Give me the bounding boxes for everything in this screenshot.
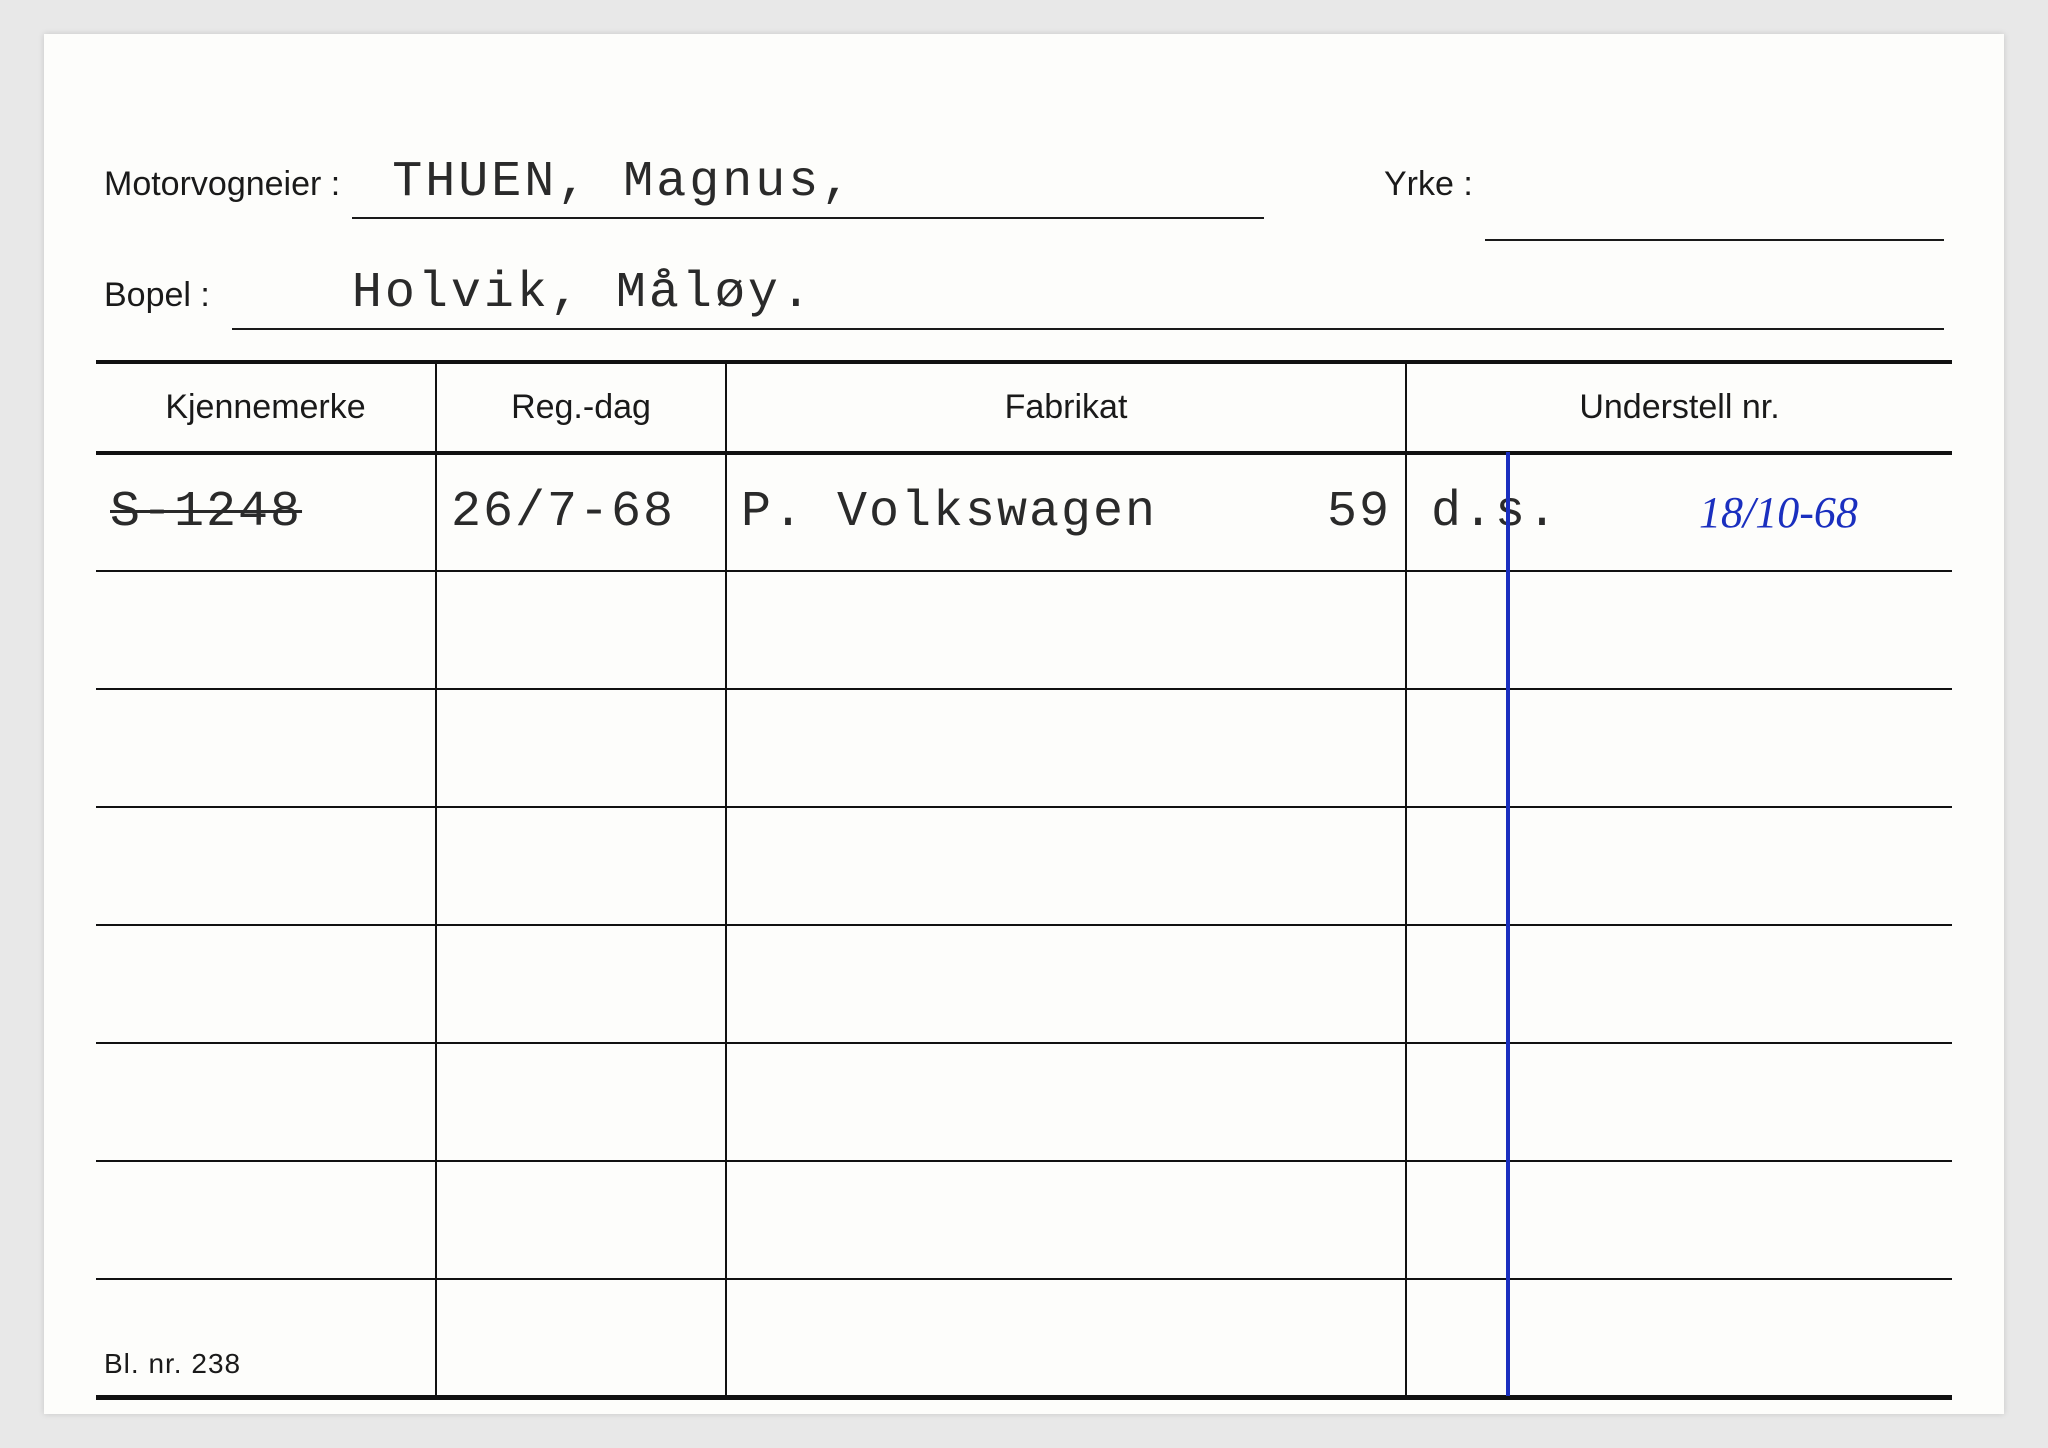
table-row: [96, 1043, 1952, 1161]
motorvogneier-label: Motorvogneier :: [104, 165, 340, 204]
motorvogneier-line: THUEN, Magnus,: [352, 154, 1264, 219]
table-row: [96, 925, 1952, 1043]
table-header-row: Kjennemerke Reg.-dag Fabrikat Understell…: [96, 362, 1952, 453]
owner-row: Motorvogneier : THUEN, Magnus, Yrke :: [104, 154, 1944, 241]
bopel-row: Bopel : Holvik, Måløy.: [104, 265, 1944, 330]
understell-hand-date: 18/10-68: [1699, 487, 1858, 538]
fabrikat-right: 59: [1327, 484, 1391, 541]
col-header-kjennemerke: Kjennemerke: [96, 362, 436, 453]
cell-kjennemerke: S-1248: [96, 453, 436, 571]
motorvogneier-value: THUEN, Magnus,: [352, 154, 854, 211]
table-row: [96, 689, 1952, 807]
table-row: [96, 807, 1952, 925]
records-table: Kjennemerke Reg.-dag Fabrikat Understell…: [96, 360, 1952, 1400]
table-row: [96, 571, 1952, 689]
understell-ds: d.s.: [1421, 484, 1559, 541]
bopel-line: Holvik, Måløy.: [232, 265, 1944, 330]
col-header-regdag: Reg.-dag: [436, 362, 726, 453]
form-number: Bl. nr. 238: [104, 1348, 241, 1380]
records-table-wrap: Kjennemerke Reg.-dag Fabrikat Understell…: [96, 360, 1952, 1400]
blue-pen-vertical-line: [1506, 452, 1510, 1396]
registration-card: Motorvogneier : THUEN, Magnus, Yrke : Bo…: [44, 34, 2004, 1414]
table-row: [96, 1161, 1952, 1279]
cell-fabrikat: P. Volkswagen 59: [726, 453, 1406, 571]
yrke-label: Yrke :: [1384, 165, 1473, 204]
col-header-understell: Understell nr.: [1406, 362, 1952, 453]
table-row: S-1248 26/7-68 P. Volkswagen 59 d.s. 18/…: [96, 453, 1952, 571]
col-header-fabrikat: Fabrikat: [726, 362, 1406, 453]
bopel-value: Holvik, Måløy.: [232, 265, 814, 322]
header-fields: Motorvogneier : THUEN, Magnus, Yrke : Bo…: [96, 154, 1952, 330]
fabrikat-left: P. Volkswagen: [741, 484, 1157, 541]
cell-understell: d.s. 18/10-68: [1406, 453, 1952, 571]
cell-regdag: 26/7-68: [436, 453, 726, 571]
kjennemerke-value: S-1248: [110, 484, 302, 541]
yrke-line: [1485, 195, 1944, 241]
table-row: [96, 1279, 1952, 1397]
bopel-label: Bopel :: [104, 276, 210, 315]
